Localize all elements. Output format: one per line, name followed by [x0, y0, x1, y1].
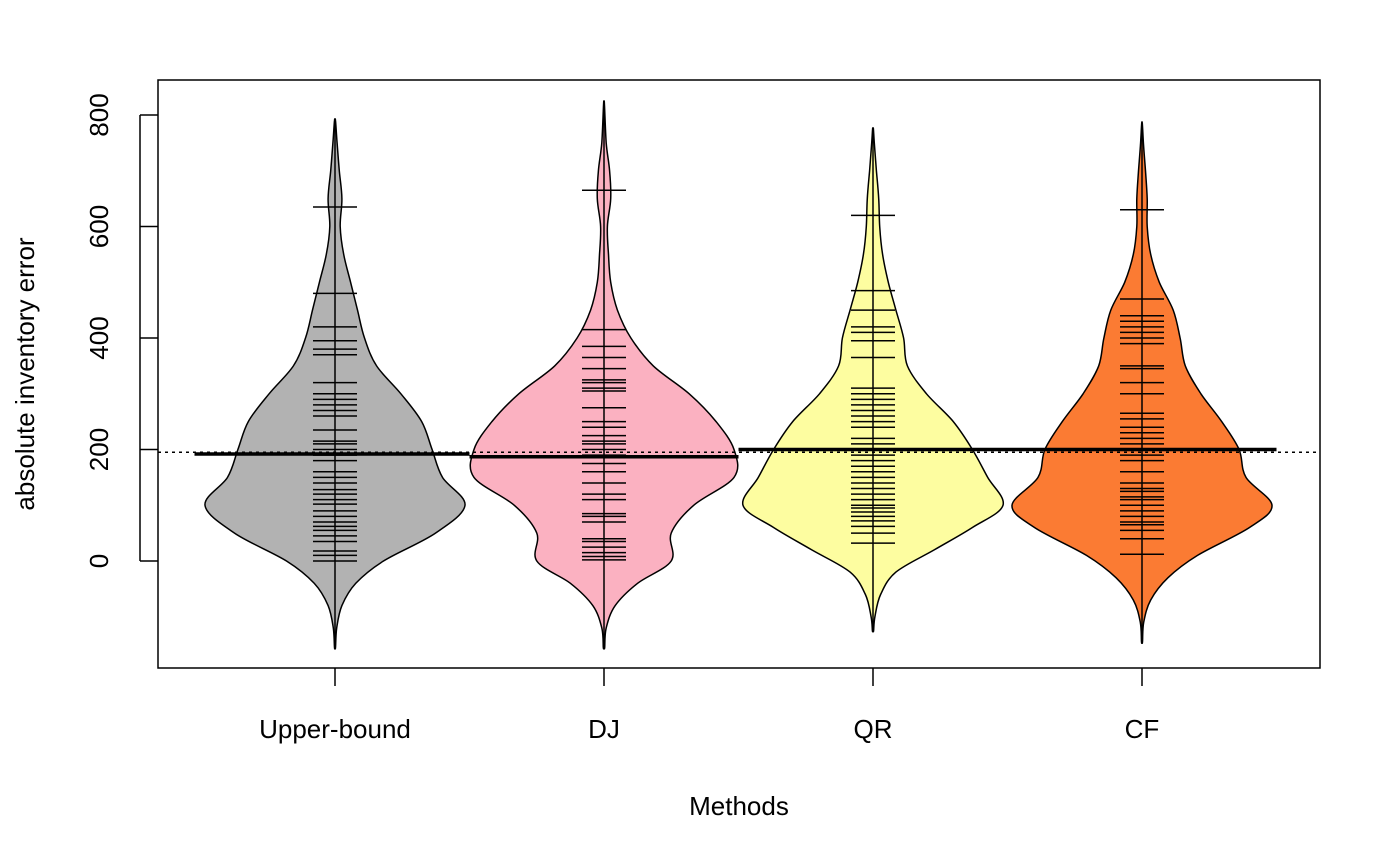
x-tick-label-1: DJ — [588, 714, 620, 744]
marks-layer — [158, 103, 1320, 648]
x-axis: Upper-bound DJ QR CF — [259, 668, 1159, 744]
y-axis-label: absolute inventory error — [10, 237, 40, 510]
y-axis: 0 200 400 600 800 — [84, 93, 158, 568]
y-tick-label-3: 600 — [84, 205, 114, 248]
x-tick-label-3: CF — [1125, 714, 1160, 744]
x-tick-label-0: Upper-bound — [259, 714, 411, 744]
y-tick-label-2: 400 — [84, 316, 114, 359]
y-tick-label-4: 800 — [84, 93, 114, 136]
violins-layer — [204, 100, 1273, 650]
y-tick-label-0: 0 — [84, 554, 114, 568]
x-axis-label: Methods — [689, 791, 789, 821]
y-tick-label-1: 200 — [84, 428, 114, 471]
plot-frame — [157, 79, 1321, 669]
x-tick-label-2: QR — [854, 714, 893, 744]
